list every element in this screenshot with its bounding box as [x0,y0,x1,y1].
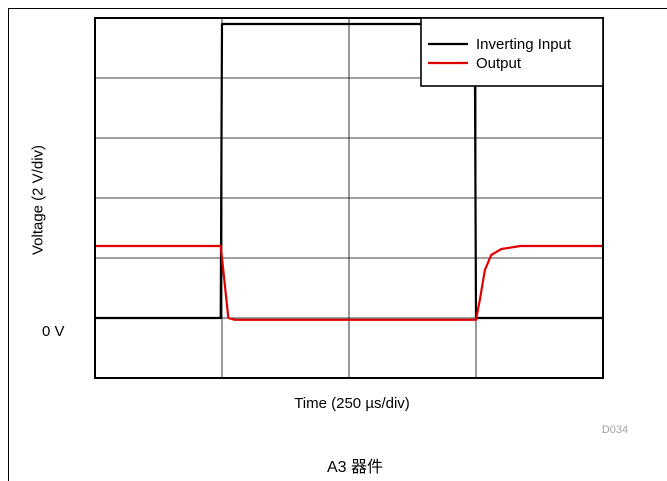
figure-id: D034 [601,424,629,436]
x-axis-label: Time (250 µs/div) [294,395,410,412]
plot-border [94,17,604,379]
figure-caption: A3 器件 [326,459,384,476]
frame-left-line [8,8,9,481]
y-axis-label: Voltage (2 V/div) [29,144,47,256]
series-line-inverting-input [95,22,603,320]
frame-top-line [8,8,667,9]
legend-label-output: Output [476,55,522,72]
series-line-output [95,244,603,321]
legend-box [420,17,604,87]
y-tick-label-zero: 0 V [42,323,65,340]
legend-label-inverting-input: Inverting Input [476,36,572,53]
